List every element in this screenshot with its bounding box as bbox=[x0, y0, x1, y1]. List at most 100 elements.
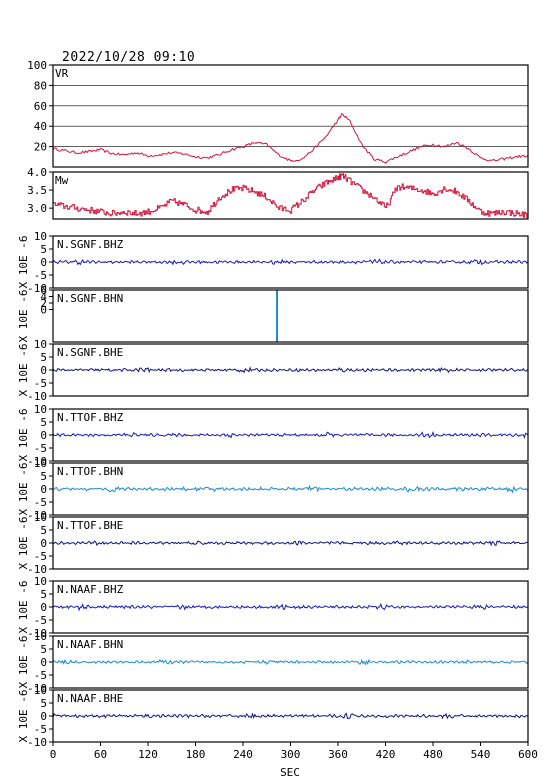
waveform-tick-label: 10 bbox=[34, 338, 47, 351]
x-axis-title: SEC bbox=[280, 766, 300, 779]
waveform-panel-frame bbox=[52, 289, 529, 343]
mw-tick-label: 3.5 bbox=[27, 184, 47, 197]
waveform-tick-label: 10 bbox=[34, 230, 47, 243]
waveform-panel-frame bbox=[52, 408, 529, 462]
waveform-station-label: N.TTOF.BHN bbox=[57, 465, 123, 478]
vr-tick-label: 60 bbox=[34, 100, 47, 113]
x-tick-label: 0 bbox=[50, 748, 57, 761]
waveform-station-label: N.SGNF.BHN bbox=[57, 292, 123, 305]
waveform-unit-label: X 10E -6 bbox=[17, 409, 30, 462]
vr-panel-frame bbox=[52, 64, 529, 168]
waveform-trace bbox=[52, 658, 529, 666]
mw-tick-label: 3.0 bbox=[27, 202, 47, 215]
waveform-unit-label: X 10E -6 bbox=[17, 463, 30, 516]
x-tick-label: 300 bbox=[281, 748, 301, 761]
x-tick-label: 480 bbox=[423, 748, 443, 761]
waveform-tick-label: 5 bbox=[40, 697, 47, 710]
waveform-unit-label: X 10E -6 bbox=[17, 344, 30, 397]
waveform-tick-label: -5 bbox=[34, 496, 47, 509]
waveform-unit-label: X 10E -6 bbox=[17, 236, 30, 289]
waveform-tick-label: -10 bbox=[27, 455, 47, 468]
waveform-tick-label: 5 bbox=[40, 643, 47, 656]
waveform-tick-label: -5 bbox=[34, 614, 47, 627]
waveform-tick-label: -10 bbox=[27, 282, 47, 295]
waveform-trace bbox=[52, 484, 529, 494]
waveform-tick-label: -10 bbox=[27, 627, 47, 640]
waveform-tick-label: -5 bbox=[34, 669, 47, 682]
waveform-tick-label: -5 bbox=[34, 377, 47, 390]
x-tick-label: 240 bbox=[233, 748, 253, 761]
waveform-tick-label: 0 bbox=[40, 256, 47, 269]
waveform-unit-label: X 10E -6 bbox=[17, 290, 30, 343]
waveform-panel-frame bbox=[52, 580, 529, 634]
vr-tick-label: 100 bbox=[27, 59, 47, 72]
waveform-station-label: N.NAAF.BHZ bbox=[57, 583, 124, 596]
waveform-tick-label: -5 bbox=[34, 442, 47, 455]
waveform-station-label: N.TTOF.BHE bbox=[57, 519, 123, 532]
waveform-tick-label: 10 bbox=[34, 575, 47, 588]
waveform-station-label: N.NAAF.BHN bbox=[57, 638, 123, 651]
timestamp-label: 2022/10/28 09:10 bbox=[62, 50, 196, 65]
waveform-tick-label: 0 bbox=[40, 656, 47, 669]
mw-panel-frame bbox=[52, 171, 529, 220]
waveform-trace bbox=[52, 540, 529, 547]
vr-tick-label: 40 bbox=[34, 120, 47, 133]
waveform-tick-label: 0 bbox=[40, 710, 47, 723]
waveform-tick-label: -5 bbox=[34, 550, 47, 563]
vr-tick-label: 20 bbox=[34, 141, 47, 154]
waveform-tick-label: 0 bbox=[40, 429, 47, 442]
waveform-panel-frame bbox=[52, 635, 529, 689]
waveform-tick-label: 0 bbox=[40, 537, 47, 550]
waveform-panel-frame bbox=[52, 343, 529, 397]
waveform-tick-label: -10 bbox=[27, 509, 47, 522]
waveform-tick-label: 0 bbox=[40, 601, 47, 614]
waveform-tick-label: 5 bbox=[40, 524, 47, 537]
waveform-station-label: N.SGNF.BHZ bbox=[57, 238, 124, 251]
waveform-tick-label: 10 bbox=[34, 403, 47, 416]
waveform-trace bbox=[52, 602, 529, 612]
mw-tick-label: 4.0 bbox=[27, 166, 47, 179]
waveform-tick-label: 5 bbox=[40, 243, 47, 256]
waveform-tick-label: 4 bbox=[40, 291, 47, 304]
waveform-panel-frame bbox=[52, 462, 529, 516]
mw-series-line bbox=[53, 173, 528, 219]
waveform-panel-frame bbox=[52, 235, 529, 289]
x-tick-label: 540 bbox=[471, 748, 491, 761]
waveform-tick-label: 10 bbox=[34, 684, 47, 697]
waveform-tick-label: 6 bbox=[40, 284, 47, 297]
waveform-tick-label: 5 bbox=[40, 470, 47, 483]
waveform-tick-label: 2 bbox=[40, 297, 47, 310]
x-tick-label: 360 bbox=[328, 748, 348, 761]
waveform-tick-label: -10 bbox=[27, 390, 47, 403]
waveform-unit-label: X 10E -6 bbox=[17, 517, 30, 570]
waveform-tick-label: 10 bbox=[34, 457, 47, 470]
waveform-trace bbox=[52, 258, 529, 266]
x-tick-label: 180 bbox=[186, 748, 206, 761]
vr-panel-label: VR bbox=[55, 67, 69, 80]
x-tick-label: 600 bbox=[518, 748, 538, 761]
waveform-trace bbox=[52, 430, 529, 440]
waveform-tick-label: -5 bbox=[34, 723, 47, 736]
waveform-tick-label: 5 bbox=[40, 351, 47, 364]
mw-panel-label: Mw bbox=[55, 174, 69, 187]
waveform-tick-label: -10 bbox=[27, 736, 47, 749]
waveform-tick-label: 10 bbox=[34, 630, 47, 643]
waveform-trace bbox=[52, 366, 529, 374]
waveform-tick-label: 0 bbox=[40, 364, 47, 377]
waveform-station-label: N.SGNF.BHE bbox=[57, 346, 123, 359]
x-tick-label: 60 bbox=[94, 748, 107, 761]
waveform-tick-label: 0 bbox=[40, 304, 47, 317]
waveform-tick-label: -10 bbox=[27, 563, 47, 576]
waveform-tick-label: 10 bbox=[34, 511, 47, 524]
waveform-tick-label: -5 bbox=[34, 269, 47, 282]
x-tick-label: 120 bbox=[138, 748, 158, 761]
waveform-tick-label: -10 bbox=[27, 682, 47, 695]
waveform-unit-label: X 10E -6 bbox=[17, 636, 30, 689]
waveform-trace bbox=[52, 712, 529, 720]
x-tick-label: 420 bbox=[376, 748, 396, 761]
waveform-station-label: N.NAAF.BHE bbox=[57, 692, 123, 705]
waveform-tick-label: 5 bbox=[40, 416, 47, 429]
vr-tick-label: 80 bbox=[34, 79, 47, 92]
waveform-tick-label: 5 bbox=[40, 588, 47, 601]
